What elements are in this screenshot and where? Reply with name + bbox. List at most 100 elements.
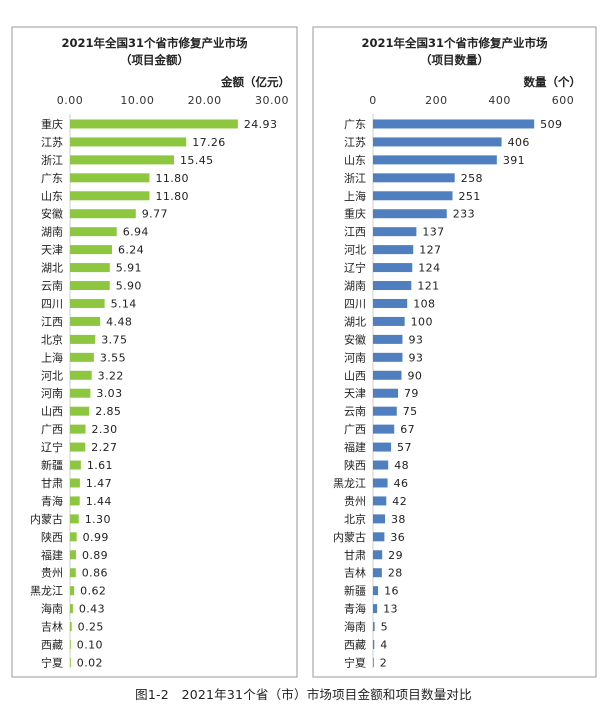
amount-bar bbox=[70, 173, 150, 183]
amount-bar bbox=[70, 370, 92, 380]
amount-bar bbox=[70, 496, 80, 506]
count-data-label: 93 bbox=[408, 351, 423, 364]
count-data-label: 75 bbox=[403, 405, 418, 418]
amount-bar bbox=[70, 352, 94, 362]
amount-data-label: 1.61 bbox=[87, 459, 113, 472]
count-category-label: 广西 bbox=[344, 423, 366, 436]
count-data-label: 2 bbox=[380, 656, 387, 669]
count-category-label: 四川 bbox=[344, 297, 366, 310]
count-data-label: 406 bbox=[508, 136, 530, 149]
count-category-label: 吉林 bbox=[344, 566, 366, 580]
count-bar bbox=[373, 316, 405, 326]
count-category-label: 山西 bbox=[344, 369, 366, 382]
count-bar bbox=[373, 460, 389, 470]
amount-data-label: 1.44 bbox=[86, 495, 112, 508]
count-bar bbox=[373, 550, 383, 560]
count-bar bbox=[373, 514, 386, 524]
amount-x-tick-label: 30.00 bbox=[255, 94, 289, 107]
amount-category-label: 四川 bbox=[41, 297, 63, 310]
count-category-label: 北京 bbox=[344, 512, 366, 526]
amount-data-label: 6.94 bbox=[123, 226, 149, 239]
count-bar bbox=[373, 586, 379, 596]
count-category-label: 上海 bbox=[344, 189, 366, 203]
amount-bar bbox=[70, 640, 71, 650]
amount-bar bbox=[70, 568, 76, 578]
count-data-label: 124 bbox=[418, 262, 440, 275]
count-category-label: 安徽 bbox=[344, 332, 366, 346]
amount-data-label: 0.02 bbox=[77, 656, 103, 669]
count-data-label: 90 bbox=[408, 369, 423, 382]
amount-bar bbox=[70, 316, 101, 326]
amount-bar bbox=[70, 460, 81, 470]
amount-x-tick-label: 20.00 bbox=[188, 94, 222, 107]
amount-chart-title: 2021年全国31个省市修复产业市场 bbox=[61, 36, 248, 50]
count-data-label: 4 bbox=[380, 639, 387, 652]
amount-bar bbox=[70, 657, 71, 667]
count-bar bbox=[373, 155, 497, 165]
count-bar bbox=[373, 227, 417, 237]
amount-category-label: 青海 bbox=[41, 494, 63, 508]
amount-bar bbox=[70, 442, 86, 452]
count-bar bbox=[373, 352, 403, 362]
amount-category-label: 上海 bbox=[41, 350, 63, 364]
count-category-label: 黑龙江 bbox=[333, 477, 366, 490]
amount-data-label: 3.75 bbox=[101, 333, 127, 346]
amount-category-label: 浙江 bbox=[41, 154, 63, 167]
count-data-label: 29 bbox=[388, 549, 403, 562]
count-category-label: 河北 bbox=[344, 244, 366, 257]
amount-data-label: 2.30 bbox=[91, 423, 117, 436]
count-category-label: 湖南 bbox=[344, 280, 366, 293]
amount-bar bbox=[70, 514, 79, 524]
count-category-label: 贵州 bbox=[344, 495, 366, 508]
amount-category-label: 吉林 bbox=[41, 620, 63, 634]
count-data-label: 251 bbox=[458, 190, 480, 203]
count-data-label: 36 bbox=[390, 531, 405, 544]
amount-data-label: 15.45 bbox=[180, 154, 214, 167]
count-data-label: 28 bbox=[388, 567, 403, 580]
amount-data-label: 0.89 bbox=[82, 549, 108, 562]
count-bar bbox=[373, 263, 413, 273]
count-data-label: 233 bbox=[453, 208, 475, 221]
count-bar bbox=[373, 657, 374, 667]
count-category-label: 青海 bbox=[344, 602, 366, 616]
count-data-label: 391 bbox=[503, 154, 525, 167]
amount-category-label: 河北 bbox=[41, 369, 63, 382]
count-category-label: 海南 bbox=[344, 620, 366, 634]
amount-x-axis-label: 金额（亿元） bbox=[220, 75, 290, 89]
count-bar bbox=[373, 406, 397, 416]
count-category-label: 云南 bbox=[344, 405, 366, 418]
count-category-label: 辽宁 bbox=[344, 261, 366, 275]
amount-data-label: 0.43 bbox=[79, 603, 105, 616]
amount-category-label: 云南 bbox=[41, 280, 63, 293]
amount-data-label: 0.86 bbox=[82, 567, 108, 580]
amount-category-label: 北京 bbox=[41, 332, 63, 346]
amount-bar bbox=[70, 209, 136, 219]
amount-data-label: 4.48 bbox=[106, 315, 132, 328]
count-bar bbox=[373, 622, 375, 632]
charts-svg: 2021年全国31个省市修复产业市场 （项目金额） 金额（亿元） 0.00 10.00 2… bbox=[11, 26, 597, 678]
amount-data-label: 2.27 bbox=[91, 441, 117, 454]
amount-data-label: 0.10 bbox=[77, 639, 103, 652]
amount-bar bbox=[70, 532, 77, 542]
amount-category-label: 湖北 bbox=[41, 262, 63, 275]
amount-category-label: 新疆 bbox=[41, 458, 63, 472]
amount-data-label: 11.80 bbox=[155, 190, 189, 203]
amount-bar bbox=[70, 119, 238, 129]
count-category-label: 山东 bbox=[344, 154, 366, 167]
amount-bar bbox=[70, 622, 72, 632]
count-data-label: 57 bbox=[397, 441, 412, 454]
count-bar bbox=[373, 568, 382, 578]
count-category-label: 浙江 bbox=[344, 172, 366, 185]
count-x-tick-label: 600 bbox=[552, 94, 575, 107]
amount-category-label: 江西 bbox=[41, 315, 63, 328]
count-category-label: 江苏 bbox=[344, 136, 366, 149]
amount-bar bbox=[70, 298, 105, 308]
amount-bar bbox=[70, 406, 90, 416]
amount-data-label: 5.90 bbox=[116, 280, 142, 293]
amount-chart: 2021年全国31个省市修复产业市场 （项目金额） 金额（亿元） 0.00 10.00 2… bbox=[11, 26, 298, 678]
amount-data-label: 5.14 bbox=[111, 297, 137, 310]
count-x-tick-label: 400 bbox=[488, 94, 511, 107]
amount-category-label: 辽宁 bbox=[41, 440, 63, 454]
amount-data-label: 2.85 bbox=[95, 405, 121, 418]
count-bar bbox=[373, 191, 453, 201]
